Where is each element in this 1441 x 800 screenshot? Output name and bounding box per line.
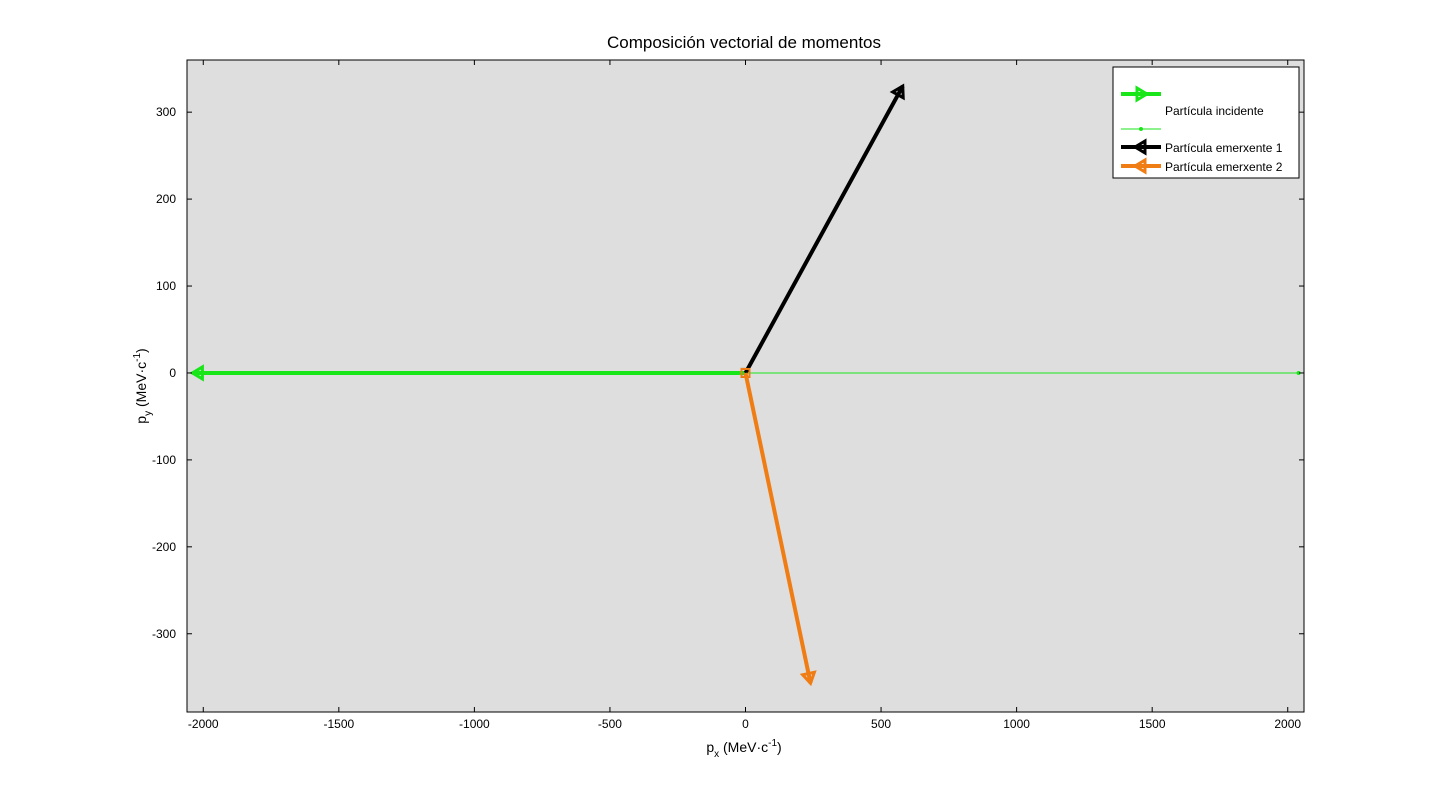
series-arrowhead-3 bbox=[799, 670, 817, 687]
x-tick-label: -1000 bbox=[459, 717, 490, 731]
chart-title: Composición vectorial de momentos bbox=[607, 33, 881, 52]
y-axis-label: py (MeV·c-1) bbox=[132, 348, 154, 423]
series-origin-marker-3 bbox=[740, 367, 751, 378]
y-tick-label: -100 bbox=[152, 453, 176, 467]
y-tick-label: 200 bbox=[156, 192, 176, 206]
legend-arrow-2 bbox=[1132, 138, 1147, 156]
x-tick-label: 500 bbox=[871, 717, 891, 731]
series-arrowhead-0 bbox=[189, 364, 204, 382]
legend-label: Partícula emerxente 1 bbox=[1165, 141, 1283, 155]
legend-label: Partícula emerxente 2 bbox=[1165, 160, 1283, 174]
x-axis-label: px (MeV·c-1) bbox=[706, 738, 781, 760]
x-tick-label: 0 bbox=[742, 717, 749, 731]
legend-arrow-0 bbox=[1135, 85, 1150, 103]
y-tick-label: -300 bbox=[152, 627, 176, 641]
x-tick-label: 2000 bbox=[1274, 717, 1301, 731]
x-tick-label: -1500 bbox=[323, 717, 354, 731]
x-tick-label: -500 bbox=[598, 717, 622, 731]
x-tick-label: 1500 bbox=[1139, 717, 1166, 731]
y-tick-label: 300 bbox=[156, 105, 176, 119]
legend-label: Partícula incidente bbox=[1165, 104, 1264, 118]
legend-arrow-3 bbox=[1132, 157, 1147, 175]
series-line-3 bbox=[743, 372, 813, 684]
y-tick-label: -200 bbox=[152, 540, 176, 554]
series-line-2 bbox=[743, 85, 905, 374]
series-arrowhead-2 bbox=[889, 83, 905, 101]
legend-marker-1 bbox=[1139, 127, 1143, 131]
y-tick-label: 100 bbox=[156, 279, 176, 293]
x-tick-label: 1000 bbox=[1003, 717, 1030, 731]
x-tick-label: -2000 bbox=[188, 717, 219, 731]
series-point-1 bbox=[1296, 370, 1301, 375]
y-tick-label: 0 bbox=[169, 366, 176, 380]
